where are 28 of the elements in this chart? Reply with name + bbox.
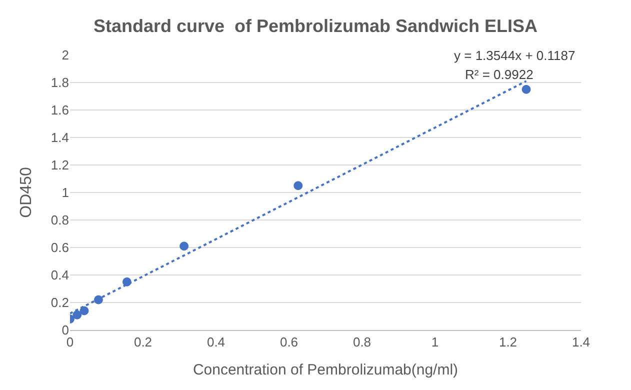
x-tick-label: 0.4 [206,334,226,350]
y-tick-label: 0.4 [50,268,69,283]
annotation: R² = 0.9922 [465,67,534,82]
point [72,310,82,320]
point [294,181,303,190]
y-tick-label: 0.8 [50,212,69,228]
y-tick-label: 0 [62,322,69,338]
y-tick-label: 1.6 [50,102,69,118]
x-tick-label: 1.2 [498,334,518,350]
y-tick-label: 0.6 [50,240,69,256]
y-tick-label: 0.2 [50,295,69,310]
y-tick-label: 1.2 [50,158,69,173]
x-tick-label: 1 [431,334,439,350]
point [80,306,89,316]
y-axis-title: OD450 [18,167,35,218]
y-tick-label: 2 [62,48,69,63]
point [180,242,189,251]
x-tick-label: 1.4 [572,334,590,350]
annotation: y = 1.3544x + 0.1187 [454,48,576,63]
x-axis-title: Concentration of Pembrolizumab(ng/ml) [192,362,458,379]
y-tick-label: 1 [62,185,69,200]
x-tick-label: 0.2 [134,334,152,350]
chart-title: Standard curve of Pembrolizumab Sandwich ELISA [93,16,538,36]
x-tick-label: 0.6 [280,334,298,350]
y-tick-label: 1.8 [50,75,69,90]
y-tick-label: 1.4 [50,130,69,146]
x-tick-label: 0.8 [352,334,372,350]
point [522,84,531,94]
